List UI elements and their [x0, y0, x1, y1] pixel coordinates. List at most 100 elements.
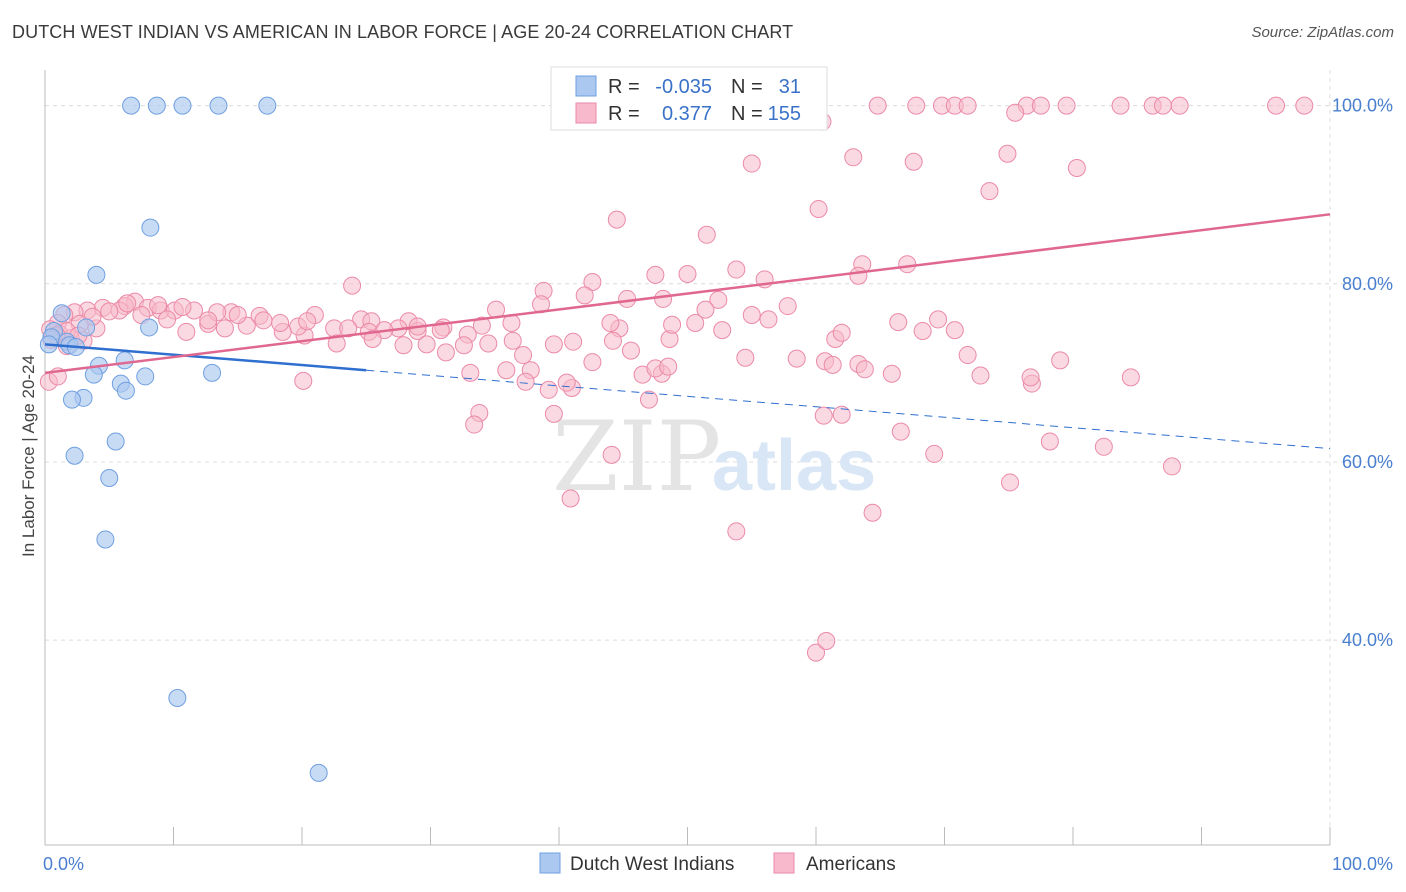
- dutch-west-indian-point-5: [141, 218, 160, 237]
- bottom-legend-swatch-pink: [773, 852, 795, 874]
- bottom-legend-label-1: Dutch West Indians: [570, 854, 734, 875]
- american-point-127: [516, 372, 535, 391]
- dutch-west-indian-point-24: [62, 390, 81, 409]
- american-point-68: [254, 311, 273, 330]
- american-point-143: [882, 364, 901, 383]
- axes: [44, 70, 1331, 846]
- dutch-west-indians-trend-dashed: [366, 369, 1331, 450]
- american-point-30: [646, 265, 665, 284]
- americans-points: [39, 96, 1314, 662]
- trend-lines: [44, 213, 1331, 450]
- bottom-legend-label-2: Americans: [806, 854, 896, 875]
- legend-r-value-1: -0.035: [655, 76, 712, 98]
- american-point-117: [621, 341, 640, 360]
- american-point-171: [713, 321, 732, 340]
- american-point-118: [514, 346, 533, 365]
- legend-swatch-pink: [575, 102, 597, 124]
- american-point-23: [809, 199, 828, 218]
- american-point-22: [980, 182, 999, 201]
- source-credit: Source: ZipAtlas.com: [1251, 24, 1394, 41]
- american-point-159: [863, 503, 882, 522]
- american-point-158: [1001, 473, 1020, 492]
- american-point-71: [177, 322, 196, 341]
- american-point-92: [298, 312, 317, 331]
- american-point-109: [503, 331, 522, 350]
- american-point-116: [327, 334, 346, 353]
- dutch-west-indian-point-10: [77, 318, 96, 337]
- bottom-legend-swatch-blue: [539, 852, 561, 874]
- american-point-2: [907, 96, 926, 115]
- american-point-124: [497, 361, 516, 380]
- american-point-12: [1170, 96, 1189, 115]
- american-point-166: [945, 321, 964, 340]
- dutch-west-indian-point-28: [96, 530, 115, 549]
- series-legend: Dutch West Indians Americans: [539, 852, 896, 875]
- x-tick-label-0: 0.0%: [43, 854, 84, 874]
- dutch-west-indian-point-25: [106, 432, 125, 451]
- dutch-west-indian-point-29: [168, 689, 187, 708]
- american-point-29: [678, 264, 697, 283]
- american-point-144: [971, 366, 990, 385]
- american-point-146: [1021, 368, 1040, 387]
- american-point-61: [601, 313, 620, 332]
- american-point-91: [339, 319, 358, 338]
- american-point-108: [544, 335, 563, 354]
- y-tick-labels: 40.0% 60.0% 80.0% 100.0%: [1332, 96, 1393, 650]
- dutch-west-indian-point-26: [65, 446, 84, 465]
- american-point-156: [925, 444, 944, 463]
- american-point-19: [904, 152, 923, 171]
- y-tick-label-2: 80.0%: [1342, 274, 1393, 294]
- y-tick-label-1: 60.0%: [1342, 452, 1393, 472]
- y-tick-label-3: 100.0%: [1332, 96, 1393, 116]
- american-point-25: [697, 225, 716, 244]
- american-point-125: [461, 363, 480, 382]
- x-tick-labels: 0.0% 100.0%: [43, 854, 1393, 874]
- american-point-7: [1031, 96, 1050, 115]
- american-point-173: [663, 315, 682, 334]
- american-point-9: [1111, 96, 1130, 115]
- dutch-west-indian-point-3: [209, 96, 228, 115]
- american-point-129: [557, 373, 576, 392]
- american-point-134: [465, 415, 484, 434]
- american-point-72: [158, 310, 177, 329]
- legend-r-value-2: 0.377: [662, 103, 712, 125]
- legend-r-label-1: R =: [608, 76, 640, 98]
- legend-n-value-1: 31: [779, 76, 801, 98]
- american-point-86: [228, 305, 247, 324]
- american-point-13: [1267, 96, 1286, 115]
- american-point-8: [1057, 96, 1076, 115]
- dutch-west-indian-point-30: [309, 763, 328, 782]
- american-point-59: [472, 316, 491, 335]
- american-point-93: [271, 313, 290, 332]
- american-point-96: [173, 297, 192, 316]
- american-point-38: [654, 289, 673, 308]
- american-point-142: [832, 323, 851, 342]
- american-point-162: [807, 643, 825, 662]
- american-point-154: [891, 422, 910, 441]
- american-point-112: [436, 343, 455, 362]
- american-point-36: [575, 286, 594, 305]
- american-point-140: [855, 360, 874, 379]
- american-point-147: [1051, 351, 1070, 370]
- american-point-113: [417, 335, 436, 354]
- american-point-28: [727, 260, 746, 279]
- american-point-17: [998, 144, 1017, 163]
- american-point-153: [1094, 437, 1113, 456]
- american-point-152: [1040, 432, 1059, 451]
- dutch-west-indian-point-4: [258, 96, 277, 115]
- american-point-37: [618, 289, 637, 308]
- dutch-west-indian-point-20: [203, 363, 222, 382]
- american-point-95: [199, 311, 218, 330]
- dutch-west-indian-point-16: [115, 351, 134, 370]
- american-point-151: [814, 406, 833, 425]
- american-point-114: [394, 336, 413, 355]
- american-point-5: [958, 96, 977, 115]
- dutch-west-indians-trend-solid: [44, 343, 367, 372]
- y-axis-title: In Labor Force | Age 20-24: [19, 355, 38, 557]
- stats-legend: R = -0.035 N = 31 R = 0.377 N = 155: [550, 66, 828, 131]
- american-point-21: [1067, 158, 1086, 177]
- legend-swatch-blue: [575, 75, 597, 97]
- american-point-1: [868, 96, 887, 115]
- american-point-165: [958, 346, 977, 365]
